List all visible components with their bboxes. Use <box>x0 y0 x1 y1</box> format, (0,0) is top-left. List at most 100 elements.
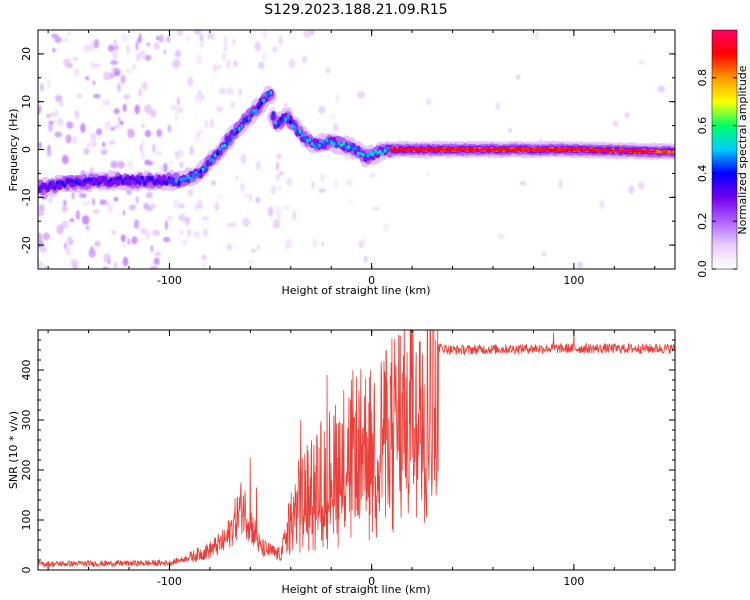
snr-ticks: -100 0 100 0 100 200 300 400 <box>20 329 675 588</box>
heatmap-signal-cell <box>191 173 195 178</box>
heatmap-noise-cell <box>66 121 74 129</box>
heatmap-signal-cell <box>150 177 154 182</box>
heatmap-core-cell <box>551 148 560 151</box>
heatmap-signal-cell <box>245 118 249 123</box>
heatmap-noise-cell <box>210 180 217 186</box>
heatmap-noise-cell <box>85 141 94 148</box>
heatmap-noise-cell <box>226 59 231 70</box>
heatmap-signal-cell <box>337 140 341 145</box>
heatmap-noise-cell <box>321 240 325 247</box>
heatmap-core-cell <box>600 148 609 152</box>
heatmap-noise <box>38 30 665 269</box>
figure-title: S129.2023.188.21.09.R15 <box>264 2 447 18</box>
heatmap-signal-cell <box>284 117 287 122</box>
heatmap-signal-cell <box>199 168 203 173</box>
heatmap-noise-cell <box>276 184 283 191</box>
heatmap-signal-cell <box>310 142 314 146</box>
heatmap-noise-cell <box>173 198 180 209</box>
heatmap-noise-cell <box>285 238 293 249</box>
heatmap-noise-cell <box>137 37 142 43</box>
heatmap-noise-cell <box>146 42 151 47</box>
colorbar-tick-label: 0.8 <box>696 69 709 87</box>
heatmap-core-cell <box>557 148 566 151</box>
heatmap-signal-cell <box>327 139 331 144</box>
heatmap-signal-cell <box>665 150 668 154</box>
heatmap-noise-cell <box>235 175 239 180</box>
heatmap-signal-cell <box>172 177 176 182</box>
heatmap-noise-cell <box>201 216 210 221</box>
heatmap-noise-cell <box>177 30 184 37</box>
heatmap-noise-cell <box>83 148 90 155</box>
heatmap-core-cell <box>454 148 463 151</box>
heatmap-noise-cell <box>320 172 325 183</box>
heatmap-noise-cell <box>111 230 117 235</box>
heatmap-noise-cell <box>189 146 194 156</box>
heatmap-signal-cell <box>196 173 200 178</box>
heatmap-noise-cell <box>120 234 126 242</box>
heatmap-noise-cell <box>261 30 268 39</box>
heatmap-noise-cell <box>335 94 340 103</box>
heatmap-signal-cell <box>213 153 217 158</box>
heatmap-noise-cell <box>270 185 277 195</box>
heatmap-noise-cell <box>122 103 127 113</box>
heatmap-signal-cell <box>177 181 181 186</box>
colorbar-ticks: 0.0 0.2 0.4 0.6 0.8 <box>696 69 737 278</box>
heatmap-signal-cell <box>145 179 149 184</box>
heatmap-noise-cell <box>122 240 126 249</box>
heatmap-noise-cell <box>38 141 42 150</box>
heatmap-noise-cell <box>177 150 184 158</box>
heatmap-noise-cell <box>38 260 43 269</box>
heatmap-signal-cell <box>339 143 343 148</box>
heatmap-core-cell <box>545 148 554 151</box>
heatmap-noise-cell <box>110 126 116 131</box>
heatmap-noise-cell <box>46 79 51 89</box>
colorbar-tick-label: 0.6 <box>696 117 709 135</box>
heatmap-signal-cell <box>182 177 186 182</box>
heatmap-signal-cell <box>223 143 227 148</box>
heatmap-signal-cell <box>667 149 671 154</box>
heatmap-signal-cell <box>289 120 292 125</box>
heatmap-noise-cell <box>100 149 108 155</box>
snr-series-line <box>38 330 675 569</box>
snr-x-tick-label: 0 <box>368 575 375 588</box>
heatmap-signal-cell <box>225 141 229 146</box>
heatmap-noise-cell <box>38 204 45 213</box>
heatmap-signal-cell <box>53 185 57 190</box>
heatmap-signal-cell <box>65 179 69 184</box>
heatmap-noise-cell <box>102 98 110 106</box>
heatmap-noise-cell <box>192 231 201 238</box>
heatmap-signal-cell <box>143 181 147 186</box>
heatmap-noise-cell <box>143 203 150 210</box>
heatmap-noise-cell <box>47 122 54 133</box>
heatmap-core-cell <box>497 148 506 151</box>
heatmap-signal-cell <box>82 178 86 183</box>
heatmap-noise-cell <box>282 204 290 210</box>
heatmap-core-cell <box>430 148 439 151</box>
heatmap-signal-cell <box>211 158 215 163</box>
heatmap-noise-cell <box>113 261 118 269</box>
heatmap-signal-cell <box>344 145 348 150</box>
heatmap-signal-cell <box>43 182 47 187</box>
heatmap-signal-cell <box>271 113 276 121</box>
heatmap-signal-cell <box>235 130 239 135</box>
heatmap-noise-cell <box>92 80 96 86</box>
heatmap-signal-cell <box>672 150 675 155</box>
heatmap-noise-cell <box>171 60 177 69</box>
heatmap-noise-cell <box>155 151 163 156</box>
heatmap-noise-cell <box>179 228 185 236</box>
heatmap-noise-cell <box>243 192 250 198</box>
heatmap-core-cell <box>491 148 499 151</box>
heatmap-noise-cell <box>558 179 563 189</box>
heatmap-noise-cell <box>117 82 122 92</box>
heatmap-noise-cell <box>508 128 513 133</box>
heatmap-noise-cell <box>382 223 390 232</box>
heatmap-noise-cell <box>117 116 121 122</box>
heatmap-noise-cell <box>55 94 63 103</box>
heatmap-noise-cell <box>140 123 146 128</box>
heatmap-signal-cell <box>291 124 295 128</box>
heatmap-signal-cell <box>247 116 251 121</box>
heatmap-noise-cell <box>117 161 125 169</box>
heatmap-noise-cell <box>46 149 52 157</box>
snr-y-tick-label: 400 <box>20 360 33 381</box>
heatmap-noise-cell <box>218 87 227 95</box>
